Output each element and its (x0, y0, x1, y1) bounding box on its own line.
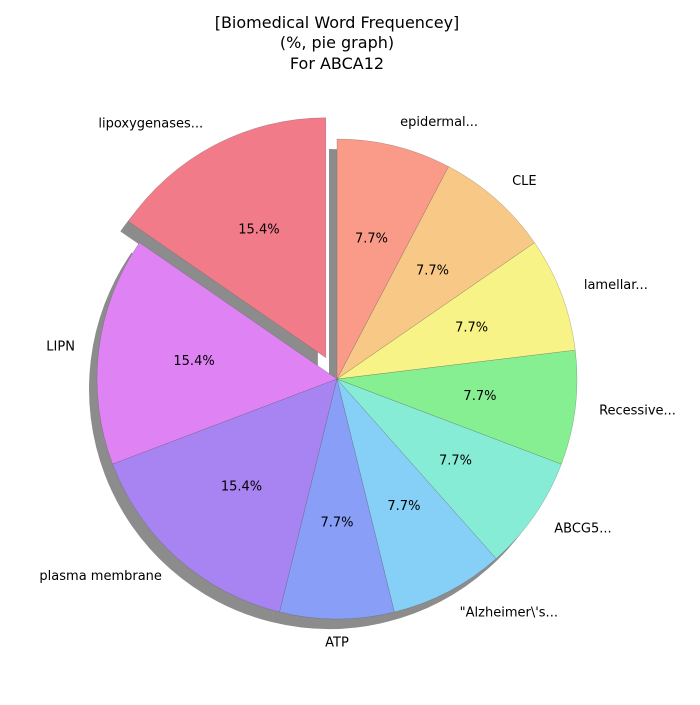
pct-label-lamellar: 7.7% (455, 320, 488, 335)
pie-slice-plasma-membrane (112, 378, 338, 613)
slice-label-epidermal: epidermal... (400, 115, 478, 130)
pct-label-plasma-membrane: 15.4% (221, 479, 262, 494)
pct-label-atp: 7.7% (320, 516, 353, 531)
title-line-2: (%, pie graph) (280, 33, 394, 52)
slice-label-abcg5: ABCG5... (554, 521, 611, 536)
pie-slice-epidermal (336, 138, 449, 380)
pie-slice-lipoxygenases (128, 117, 327, 359)
pie-slice-lipn (96, 242, 338, 465)
pct-label-lipn: 15.4% (173, 354, 214, 369)
slice-label-lamellar: lamellar... (584, 278, 648, 293)
pie-slice-abcg5 (336, 378, 562, 559)
pct-label-lipoxygenases: 15.4% (238, 223, 279, 238)
slice-label-atp: ATP (325, 636, 349, 651)
pie-slice-atp (279, 378, 395, 620)
slice-label-alzheimer-s: "Alzheimer\'s... (460, 605, 558, 620)
chart-title: [Biomedical Word Frequencey] (%, pie gra… (215, 13, 460, 73)
pct-label-abcg5: 7.7% (439, 453, 472, 468)
slice-label-plasma-membrane: plasma membrane (39, 569, 162, 584)
pct-label-alzheimer-s: 7.7% (387, 499, 420, 514)
slice-layer (96, 117, 578, 620)
pct-label-recessive: 7.7% (463, 389, 496, 404)
pie-slice-lamellar (336, 242, 576, 380)
pie-slice-alzheimer-s (336, 378, 497, 613)
slice-label-recessive: Recessive... (599, 403, 676, 418)
title-line-1: [Biomedical Word Frequencey] (215, 13, 460, 32)
slice-label-lipoxygenases: lipoxygenases... (98, 116, 203, 131)
pct-label-epidermal: 7.7% (355, 232, 388, 247)
pct-label-cle: 7.7% (416, 264, 449, 279)
title-line-3: For ABCA12 (290, 54, 384, 73)
slice-label-lipn: LIPN (46, 340, 75, 355)
label-layer: 15.4% lipoxygenases... 15.4% LIPN 15.4% plasm… (39, 115, 675, 650)
pie-slice-cle (336, 166, 535, 380)
slice-label-cle: CLE (512, 174, 537, 189)
pie-slice-recessive (336, 349, 578, 465)
